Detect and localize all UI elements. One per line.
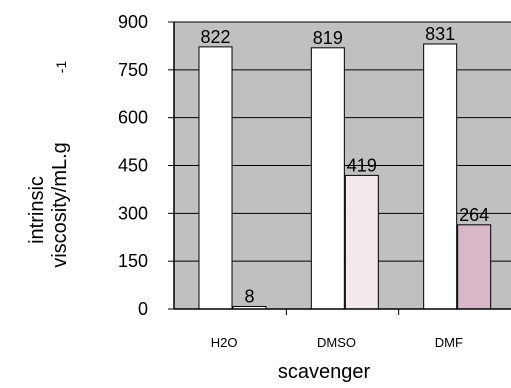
data-label: 819 — [313, 28, 343, 48]
x-category-label: DMF — [435, 335, 463, 350]
y-tick-label: 0 — [138, 299, 148, 319]
bar-dmf-series-2 — [457, 224, 492, 310]
y-tick-label: 900 — [118, 12, 148, 32]
data-label: 419 — [347, 155, 377, 175]
data-label: 822 — [200, 27, 230, 47]
x-category-label: H2O — [211, 335, 238, 350]
y-axis-title-line1: intrinsic — [26, 176, 48, 244]
x-axis-title: scavenger — [278, 361, 371, 383]
x-category-label: DMSO — [317, 335, 356, 350]
bar-dmso-series-1 — [310, 47, 345, 310]
y-tick-label: 600 — [118, 108, 148, 128]
data-label: 264 — [459, 205, 489, 225]
y-tick-label: 750 — [118, 60, 148, 80]
data-label: 8 — [244, 286, 254, 306]
bar-dmf-series-1 — [423, 43, 458, 310]
y-tick-label: 150 — [118, 251, 148, 271]
data-label: 831 — [425, 24, 455, 44]
y-axis-title-line2: viscosity/mL.g — [49, 142, 71, 268]
bar-h2o-series-1 — [198, 46, 233, 310]
y-tick-label: 450 — [118, 156, 148, 176]
y-axis-title-superscript: -1 — [53, 61, 69, 74]
y-tick-label: 300 — [118, 203, 148, 223]
bar-dmso-series-2 — [344, 174, 379, 310]
